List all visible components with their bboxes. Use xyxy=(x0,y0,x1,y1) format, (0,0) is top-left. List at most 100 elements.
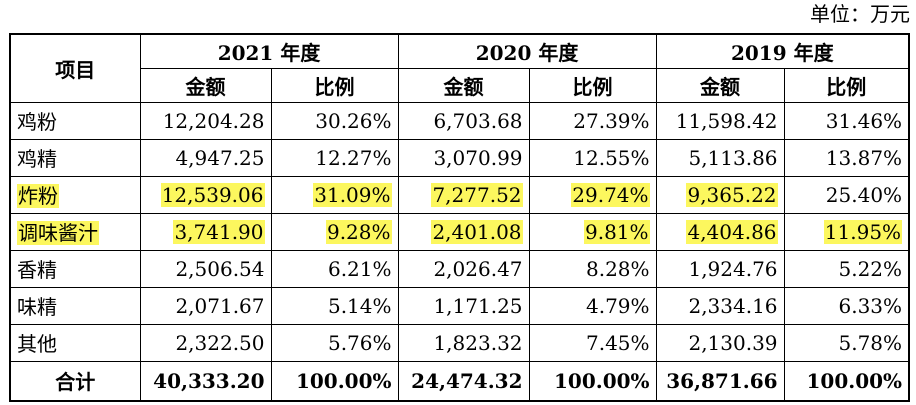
cell-ratio-2019: 11.95% xyxy=(783,212,910,251)
cell-value: 11,598.42 xyxy=(675,108,778,133)
cell-value: 2,026.47 xyxy=(433,256,523,281)
header-year-2020: 2020 年度 xyxy=(397,33,657,69)
cell-ratio-2020: 29.74% xyxy=(528,175,657,214)
table-row: 鸡精 4,947.25 12.27% 3,070.99 12.55% 5,113.86 13… xyxy=(9,138,910,177)
cell-value: 12.55% xyxy=(573,145,650,170)
header-amount: 金额 xyxy=(397,67,530,103)
cell-ratio-2021: 31.09% xyxy=(270,175,399,214)
row-item-cell: 调味酱汁 xyxy=(9,212,141,251)
cell-amount-2020: 6,703.68 xyxy=(397,101,530,140)
cell-value: 7,277.52 xyxy=(431,182,523,207)
cell-ratio-2021: 5.14% xyxy=(270,286,399,325)
cell-value: 8.28% xyxy=(585,256,650,281)
cell-value: 11.95% xyxy=(823,219,903,244)
total-ratio-2021: 100.00% xyxy=(270,360,399,402)
table-row: 调味酱汁 3,741.90 9.28% 2,401.08 9.81% 4,404.86 11… xyxy=(9,212,910,251)
cell-value: 5.78% xyxy=(838,330,903,355)
cell-ratio-2021: 12.27% xyxy=(270,138,399,177)
cell-value: 4,947.25 xyxy=(175,145,265,170)
cell-ratio-2020: 7.45% xyxy=(528,323,657,362)
cell-value: 2,334.16 xyxy=(688,293,778,318)
header-ratio: 比例 xyxy=(270,67,399,103)
cell-value: 9.28% xyxy=(325,219,392,244)
total-label: 合计 xyxy=(9,360,141,402)
total-amount-2020: 24,474.32 xyxy=(397,360,530,402)
cell-value: 9,365.22 xyxy=(686,182,778,207)
cell-amount-2019: 4,404.86 xyxy=(655,212,785,251)
row-item-cell: 香精 xyxy=(9,249,141,288)
table-row: 其他 2,322.50 5.76% 1,823.32 7.45% 2,130.39 5.78… xyxy=(9,323,910,362)
revenue-breakdown-table: 项目 2021 年度 2020 年度 2019 年度 金额 比例 金额 比例 金… xyxy=(9,33,911,402)
cell-amount-2021: 12,204.28 xyxy=(139,101,272,140)
cell-amount-2021: 2,071.67 xyxy=(139,286,272,325)
cell-value: 9.81% xyxy=(583,219,650,244)
row-item-label: 炸粉 xyxy=(17,184,59,208)
unit-label: 单位：万元 xyxy=(810,2,910,26)
cell-value: 13.87% xyxy=(825,145,903,170)
cell-amount-2019: 9,365.22 xyxy=(655,175,785,214)
cell-value: 5.14% xyxy=(327,293,392,318)
cell-value: 31.46% xyxy=(825,108,903,133)
cell-ratio-2020: 4.79% xyxy=(528,286,657,325)
cell-amount-2020: 2,026.47 xyxy=(397,249,530,288)
row-item-cell: 其他 xyxy=(9,323,141,362)
table-body: 鸡粉 12,204.28 30.26% 6,703.68 27.39% 11,598.42… xyxy=(9,101,910,402)
cell-ratio-2020: 9.81% xyxy=(528,212,657,251)
header-row-metrics: 金额 比例 金额 比例 金额 比例 xyxy=(10,67,910,103)
cell-amount-2019: 2,130.39 xyxy=(655,323,785,362)
cell-ratio-2019: 5.78% xyxy=(783,323,910,362)
cell-ratio-2019: 31.46% xyxy=(783,101,910,140)
row-item-label: 其他 xyxy=(17,332,57,356)
cell-ratio-2020: 12.55% xyxy=(528,138,657,177)
total-row: 合计 40,333.20 100.00% 24,474.32 100.00% 36,871… xyxy=(9,360,910,402)
cell-amount-2021: 12,539.06 xyxy=(139,175,272,214)
cell-amount-2019: 11,598.42 xyxy=(655,101,785,140)
row-item-label: 味精 xyxy=(17,295,57,319)
cell-ratio-2019: 13.87% xyxy=(783,138,910,177)
cell-value: 1,823.32 xyxy=(433,330,523,355)
cell-value: 2,071.67 xyxy=(175,293,265,318)
header-ratio: 比例 xyxy=(528,67,657,103)
cell-value: 4,404.86 xyxy=(686,219,778,244)
header-amount: 金额 xyxy=(655,67,785,103)
cell-amount-2020: 1,823.32 xyxy=(397,323,530,362)
row-item-cell: 鸡粉 xyxy=(9,101,141,140)
cell-value: 6,703.68 xyxy=(433,108,523,133)
cell-amount-2020: 1,171.25 xyxy=(397,286,530,325)
row-item-cell: 鸡精 xyxy=(9,138,141,177)
table-row: 味精 2,071.67 5.14% 1,171.25 4.79% 2,334.16 6.33… xyxy=(9,286,910,325)
row-item-label: 调味酱汁 xyxy=(17,221,99,245)
header-ratio: 比例 xyxy=(783,67,910,103)
cell-value: 6.33% xyxy=(838,293,903,318)
cell-amount-2021: 4,947.25 xyxy=(139,138,272,177)
cell-value: 2,130.39 xyxy=(688,330,778,355)
total-ratio-2019: 100.00% xyxy=(783,360,910,402)
cell-value: 2,506.54 xyxy=(175,256,265,281)
cell-ratio-2021: 9.28% xyxy=(270,212,399,251)
row-item-cell: 炸粉 xyxy=(9,175,141,214)
cell-amount-2020: 7,277.52 xyxy=(397,175,530,214)
cell-amount-2020: 3,070.99 xyxy=(397,138,530,177)
cell-amount-2021: 3,741.90 xyxy=(139,212,272,251)
cell-value: 5,113.86 xyxy=(688,145,778,170)
cell-value: 6.21% xyxy=(327,256,392,281)
cell-amount-2019: 1,924.76 xyxy=(655,249,785,288)
cell-value: 4.79% xyxy=(585,293,650,318)
cell-value: 5.76% xyxy=(327,330,392,355)
cell-value: 25.40% xyxy=(825,182,903,207)
row-item-label: 香精 xyxy=(17,258,57,282)
cell-value: 12,204.28 xyxy=(162,108,265,133)
cell-value: 30.26% xyxy=(315,108,392,133)
header-year-2021: 2021 年度 xyxy=(139,33,399,69)
cell-ratio-2021: 5.76% xyxy=(270,323,399,362)
row-item-cell: 味精 xyxy=(9,286,141,325)
cell-value: 31.09% xyxy=(313,182,392,207)
cell-amount-2019: 2,334.16 xyxy=(655,286,785,325)
cell-value: 7.45% xyxy=(585,330,650,355)
cell-ratio-2019: 25.40% xyxy=(783,175,910,214)
row-item-label: 鸡粉 xyxy=(17,110,57,134)
cell-value: 1,171.25 xyxy=(433,293,523,318)
total-ratio-2020: 100.00% xyxy=(528,360,657,402)
cell-ratio-2020: 8.28% xyxy=(528,249,657,288)
cell-value: 2,322.50 xyxy=(175,330,265,355)
